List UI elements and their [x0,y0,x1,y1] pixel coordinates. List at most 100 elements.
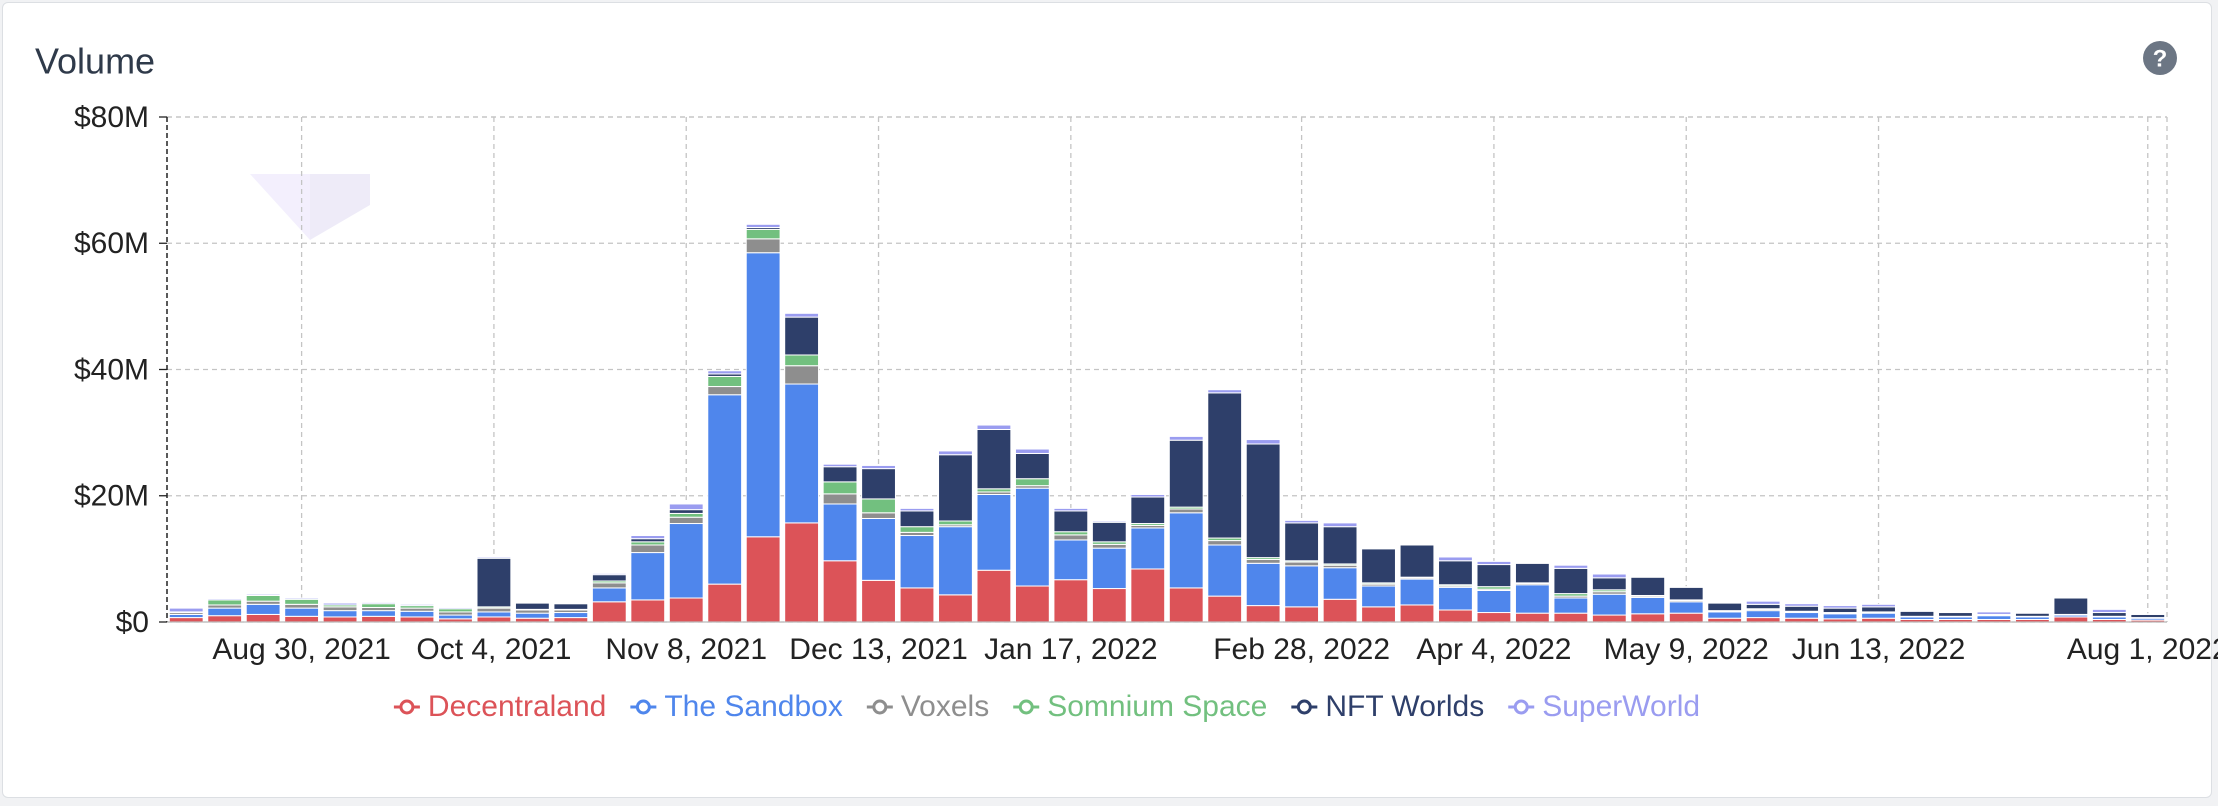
bar-segment [284,603,320,609]
bar-segment [1668,601,1704,614]
bar-segment [1630,576,1666,596]
bar-segment [168,617,204,623]
bar-segment [207,607,243,617]
bar-segment [476,611,512,618]
bar-segment [1322,567,1358,600]
bar-segment [668,503,704,511]
bar-segment [1707,602,1743,612]
bar-segment [1091,521,1127,543]
bar-segment [784,383,820,524]
legend: Decentraland The Sandbox Voxels Somnium Spa… [393,690,1700,723]
bar-segment [1630,576,1666,578]
bar-segment [1399,578,1435,606]
bar-segment [591,574,627,582]
bar-segment [784,365,820,385]
bar-segment [630,552,666,601]
bar-segment [1399,544,1435,578]
legend-item[interactable]: Decentraland [393,690,606,723]
bar-segment [1514,584,1550,614]
bar-segment [707,370,743,375]
bar-segment [1822,613,1858,620]
bar-segment [784,312,820,318]
bar-segment [1091,547,1127,590]
bar-segment [1630,613,1666,623]
bar-segment [207,615,243,623]
bar-segment [707,394,743,585]
bar-segment [1168,435,1204,441]
bar-segment [399,610,435,618]
bar-segment [322,602,358,606]
y-tick-label: $80M [74,101,149,134]
bar-segment [1399,604,1435,623]
bar-segment [1322,526,1358,565]
legend-item[interactable]: The Sandbox [630,690,843,723]
x-tick-label: Apr 4, 2022 [1416,633,1571,666]
bar-segment [476,616,512,623]
y-tick-label: $0 [116,606,149,639]
bar-segment [1284,561,1320,567]
y-tick-label: $20M [74,480,149,513]
bar-segment [322,606,358,612]
bar-segment [899,587,935,623]
bar-segment [514,602,550,610]
svg-text:?: ? [2153,45,2168,72]
bar-segment [1168,512,1204,589]
bar-segment [245,613,281,623]
bar-segment [1476,589,1512,614]
bar-segment [745,223,781,228]
bar-segment [1014,448,1050,454]
bar-segment [938,526,973,596]
bar-segment [1476,564,1512,588]
help-icon[interactable]: ? [2143,41,2177,75]
x-tick-label: Oct 4, 2021 [416,633,571,666]
bar-segment [1514,562,1550,584]
bar-segment [399,616,435,623]
bar-segment [1438,609,1473,623]
bar-segment [630,599,666,623]
bar-segment [899,507,935,512]
legend-marker [1018,699,1034,715]
bar-segment [1976,611,2012,615]
bar-segment [630,544,666,554]
bar-segment [1207,595,1243,623]
bar-segment [784,522,820,623]
bar-segment [822,463,858,468]
bar-segment [1053,507,1089,512]
bar-segment [245,594,281,602]
bar-segment [1438,556,1473,562]
bar-segment [1168,587,1204,623]
bar-segment [861,517,896,581]
y-tick-label: $60M [74,227,149,260]
bar-segment [1553,612,1589,623]
bar-segment [361,601,396,605]
bar-segment [668,523,704,599]
bar-segment [438,606,473,610]
legend-item[interactable]: SuperWorld [1508,690,1700,723]
bar-segment [2091,608,2127,614]
bar-segment [1091,520,1127,523]
bar-segment [1245,559,1281,564]
bar-segment [1284,519,1320,524]
bar-segment [1168,508,1204,514]
legend-item[interactable]: Voxels [866,690,989,723]
legend-item[interactable]: NFT Worlds [1291,690,1484,723]
legend-label: The Sandbox [664,690,842,723]
bar-segment [1745,600,1781,605]
bar-segment [899,510,935,528]
bar-segment [938,450,973,456]
bar-segment [1591,573,1627,579]
bar-segment [668,509,704,514]
bar-segment [938,594,973,623]
bar-segment [1514,562,1550,564]
legend-item[interactable]: Somnium Space [1013,690,1267,723]
y-tick-label: $40M [74,353,149,386]
bar-segment [1361,547,1396,550]
bar-segment [784,316,820,356]
bar-segment [822,493,858,505]
bar-segment [1591,614,1627,623]
bar-segment [2014,612,2050,614]
x-tick-label: Aug 1, 2022 [2067,633,2218,666]
bar-segment [591,572,627,576]
bar-segment [1130,493,1166,498]
